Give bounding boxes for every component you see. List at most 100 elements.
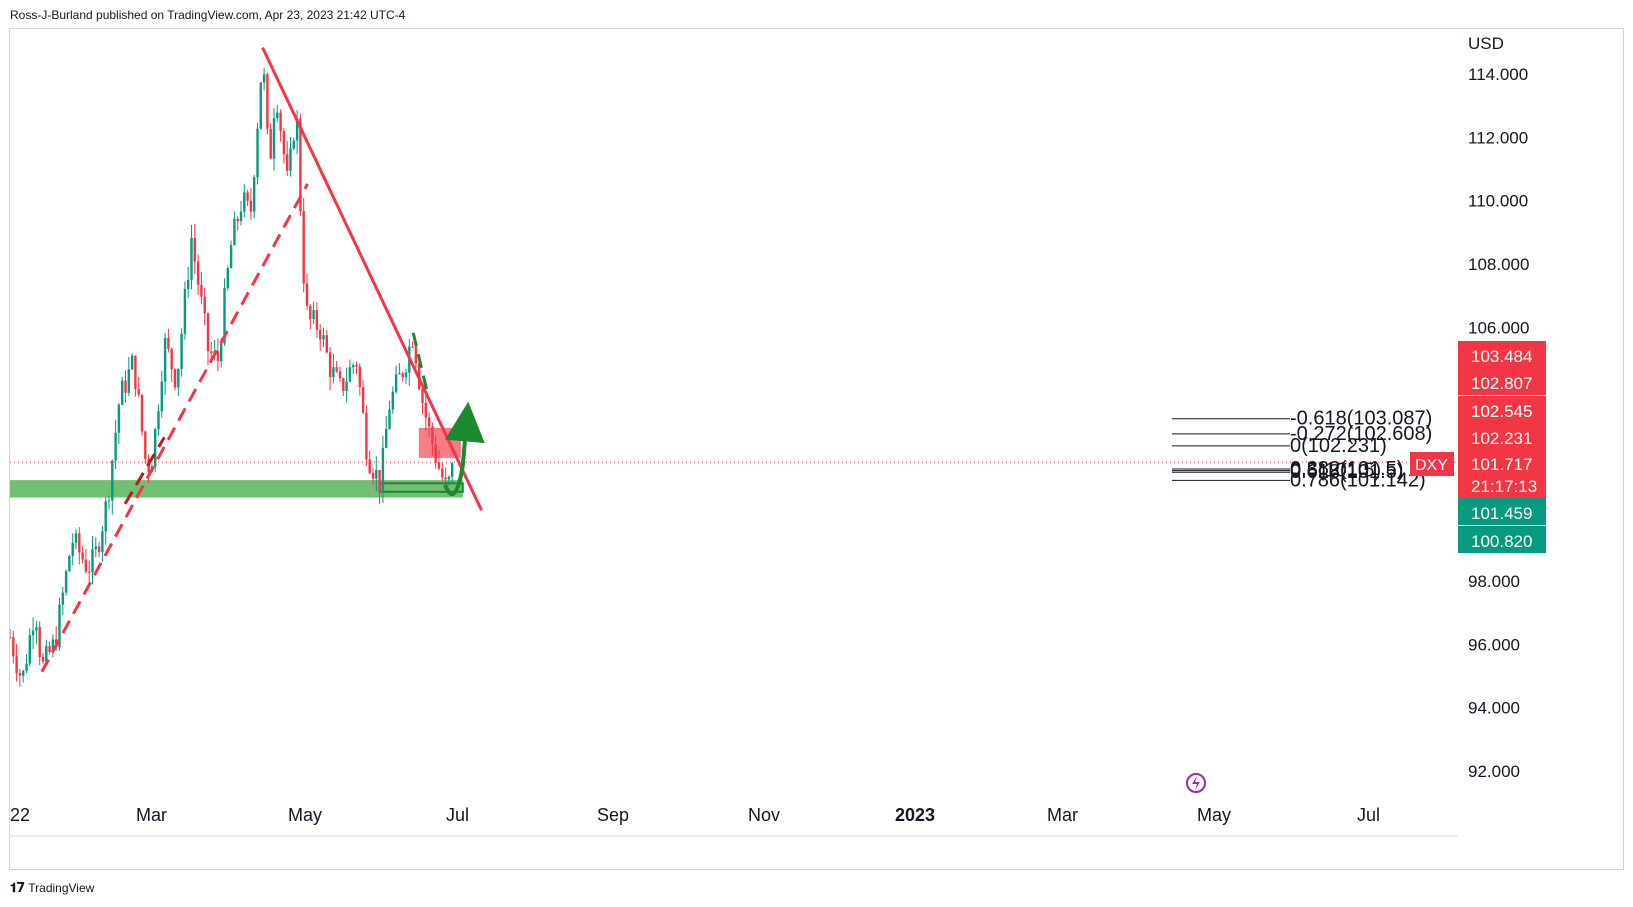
candle-body bbox=[239, 211, 243, 222]
y-tick-label: 110.000 bbox=[1468, 192, 1528, 211]
candle-body bbox=[243, 192, 246, 212]
candle-body bbox=[345, 381, 348, 392]
candle-body bbox=[121, 380, 124, 405]
candle-body bbox=[441, 468, 444, 478]
candle-body bbox=[154, 429, 157, 467]
candle-body bbox=[223, 287, 226, 344]
candle-body bbox=[249, 200, 253, 212]
candle-body bbox=[371, 472, 375, 479]
candle-body bbox=[28, 635, 31, 664]
candle-body bbox=[114, 432, 117, 461]
candle-body bbox=[266, 74, 269, 129]
symbol-badge[interactable] bbox=[1410, 452, 1454, 476]
candle-body bbox=[137, 388, 140, 395]
trendline-dashed-1[interactable] bbox=[40, 183, 309, 673]
candle-body bbox=[398, 373, 401, 375]
candle-body bbox=[220, 343, 223, 361]
y-tick-label: 96.000 bbox=[1468, 635, 1520, 654]
candle-body bbox=[328, 352, 332, 378]
candle-body bbox=[35, 627, 38, 631]
price-label: 102.545 bbox=[1471, 402, 1532, 421]
candle-body bbox=[332, 367, 335, 378]
x-tick-label: Mar bbox=[136, 805, 167, 825]
candle-body bbox=[180, 333, 183, 369]
candle-body bbox=[45, 646, 48, 662]
lightning-icon[interactable] bbox=[1186, 773, 1206, 793]
candle-body bbox=[203, 296, 206, 314]
y-tick-label: 108.000 bbox=[1468, 255, 1529, 274]
candle-body bbox=[365, 412, 368, 460]
trendline-dashed-2[interactable] bbox=[123, 436, 166, 505]
candle-body bbox=[68, 556, 71, 572]
candle-body bbox=[193, 237, 196, 262]
trendline-dashed-3[interactable] bbox=[411, 332, 430, 397]
candle-body bbox=[216, 351, 220, 361]
candle-body bbox=[335, 367, 338, 372]
zone-0[interactable] bbox=[10, 480, 463, 498]
candle-body bbox=[431, 426, 434, 445]
candle-body bbox=[421, 388, 424, 403]
candle-body bbox=[437, 462, 441, 469]
x-tick-label: 22 bbox=[10, 805, 30, 825]
candle-body bbox=[414, 346, 418, 364]
projection-arrow[interactable] bbox=[443, 401, 485, 497]
candle-body bbox=[104, 501, 107, 532]
candle-body bbox=[41, 657, 45, 662]
candle-body bbox=[61, 592, 64, 605]
x-tick-label: May bbox=[1197, 805, 1231, 825]
y-tick-label: 114.000 bbox=[1468, 65, 1528, 84]
candle-body bbox=[269, 128, 272, 159]
candle-body bbox=[71, 542, 74, 557]
candle-body bbox=[74, 533, 78, 543]
candle-body bbox=[309, 305, 312, 320]
price-label-box bbox=[1458, 368, 1546, 395]
x-tick-label: Jul bbox=[446, 805, 469, 825]
x-tick-label: Sep bbox=[597, 805, 629, 825]
candle-body bbox=[183, 288, 187, 334]
candle-body bbox=[88, 571, 91, 573]
candle-body bbox=[292, 140, 295, 149]
candle-body bbox=[289, 148, 292, 171]
candle-body bbox=[51, 639, 55, 653]
x-tick-label: Mar bbox=[1047, 805, 1078, 825]
footer: 𝟏𝟳 TradingView bbox=[10, 880, 94, 896]
candle-body bbox=[229, 245, 233, 269]
candle-body bbox=[355, 365, 358, 367]
candle-body bbox=[157, 411, 160, 430]
price-label-box bbox=[1458, 423, 1546, 450]
candle-body bbox=[411, 346, 414, 348]
candle-body bbox=[401, 373, 404, 378]
candle-body bbox=[451, 463, 454, 477]
x-tick-label: May bbox=[288, 805, 322, 825]
tradingview-logo-icon[interactable]: 𝟏𝟳 bbox=[10, 880, 25, 895]
candle-body bbox=[262, 74, 266, 83]
candle-body bbox=[48, 646, 51, 653]
price-label-box bbox=[1458, 396, 1546, 423]
last-price-box bbox=[1458, 450, 1546, 498]
last-price-label: 101.717 bbox=[1471, 455, 1532, 474]
candle-body bbox=[338, 371, 342, 379]
y-tick-label: 112.000 bbox=[1468, 128, 1528, 147]
trendline-solid-0[interactable] bbox=[261, 47, 483, 511]
fib-label: 0(102.231) bbox=[1290, 435, 1387, 457]
currency-label: USD bbox=[1468, 34, 1504, 53]
candle-body bbox=[375, 469, 378, 479]
candle-body bbox=[38, 627, 41, 658]
candle-body bbox=[97, 546, 101, 552]
candle-body bbox=[282, 131, 286, 155]
candle-body bbox=[78, 533, 81, 553]
y-tick-label: 92.000 bbox=[1468, 762, 1520, 781]
candle-body bbox=[170, 348, 173, 370]
candle-body bbox=[94, 546, 97, 550]
y-tick-label: 98.000 bbox=[1468, 572, 1520, 591]
candle-body bbox=[117, 404, 121, 433]
candle-body bbox=[144, 431, 147, 459]
candle-body bbox=[25, 663, 28, 671]
candle-body bbox=[200, 284, 203, 297]
candle-body bbox=[58, 604, 61, 648]
price-label: 102.231 bbox=[1471, 429, 1532, 448]
candle-body bbox=[358, 366, 361, 388]
price-label: 101.459 bbox=[1471, 504, 1532, 523]
y-tick-label: 106.000 bbox=[1468, 318, 1529, 337]
